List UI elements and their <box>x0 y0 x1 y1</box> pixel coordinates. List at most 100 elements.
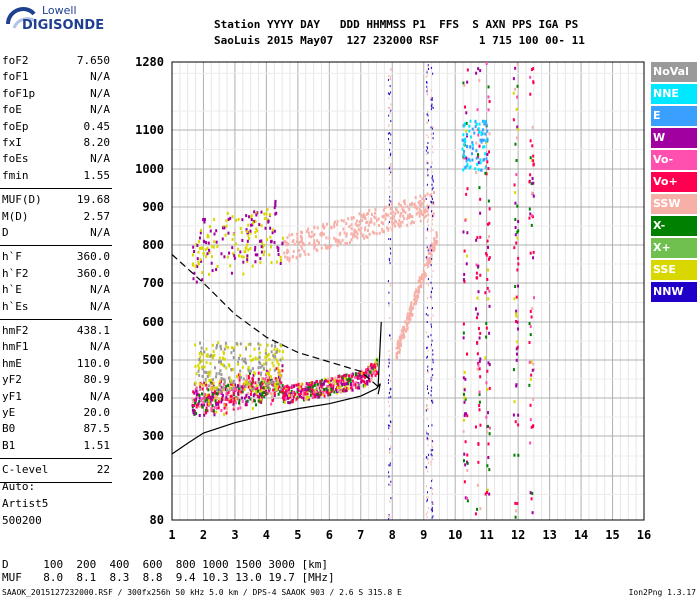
echo-point <box>462 168 465 172</box>
muf-d-values: 100 200 400 600 800 1000 1500 3000 [km] <box>30 558 329 571</box>
echo-point <box>365 212 368 216</box>
echo-point <box>260 239 263 243</box>
echo-point <box>332 389 335 393</box>
echo-point <box>270 402 273 406</box>
echo-point <box>352 381 355 385</box>
echo-point <box>475 171 478 175</box>
echo-point <box>430 294 432 297</box>
param-value: N/A <box>90 389 110 403</box>
echo-point <box>432 228 434 231</box>
echo-point <box>207 384 210 388</box>
echo-point <box>306 382 309 386</box>
echo-point <box>275 260 278 264</box>
echo-point <box>529 418 532 422</box>
echo-point <box>231 383 234 387</box>
echo-point <box>432 502 434 505</box>
echo-point <box>313 238 316 242</box>
echo-point <box>466 453 469 457</box>
echo-point <box>281 236 284 240</box>
echo-point <box>372 367 375 371</box>
echo-point <box>237 254 240 258</box>
echo-point <box>296 232 299 236</box>
echo-point <box>225 391 228 395</box>
echo-point <box>476 483 479 487</box>
echo-point <box>388 114 390 117</box>
echo-point <box>477 133 480 137</box>
echo-point <box>366 235 369 239</box>
echo-point <box>390 395 392 398</box>
echo-point <box>339 379 342 383</box>
echo-point <box>389 226 391 229</box>
param-value: N/A <box>90 226 110 239</box>
echo-point <box>267 370 270 374</box>
echo-point <box>197 402 200 406</box>
echo-point <box>476 162 479 166</box>
echo-point <box>388 414 390 417</box>
echo-point <box>416 296 419 300</box>
echo-point <box>203 403 206 407</box>
echo-point <box>530 158 533 162</box>
param-value: N/A <box>90 299 110 313</box>
echo-point <box>389 170 391 173</box>
echo-point <box>431 177 433 180</box>
echo-point <box>231 387 234 391</box>
echo-point <box>322 223 325 227</box>
echo-point <box>263 395 266 399</box>
echo-point <box>262 243 265 247</box>
echo-point <box>252 373 255 377</box>
echo-point <box>390 171 392 174</box>
echo-point <box>323 387 326 391</box>
echo-point <box>463 280 466 284</box>
echo-point <box>356 224 359 228</box>
echo-point <box>427 93 429 96</box>
echo-point <box>328 245 331 249</box>
echo-point <box>237 362 240 366</box>
echo-point <box>344 379 347 383</box>
echo-point <box>357 386 360 390</box>
echo-point <box>409 306 412 310</box>
echo-point <box>430 323 432 326</box>
echo-point <box>389 262 391 265</box>
echo-point <box>516 352 519 356</box>
y-tick-label: 1000 <box>135 162 164 176</box>
echo-point <box>488 331 491 335</box>
echo-point <box>222 352 225 356</box>
echo-point <box>425 197 427 200</box>
echo-point <box>298 385 301 389</box>
echo-point <box>528 341 531 345</box>
echo-point <box>261 386 264 390</box>
echo-point <box>487 455 490 459</box>
echo-point <box>430 379 432 382</box>
param-name: yF2 <box>2 373 22 387</box>
param-name: M(D) <box>2 209 29 223</box>
echo-point <box>432 151 434 154</box>
echo-point <box>373 222 376 226</box>
echo-point <box>247 392 250 396</box>
echo-point <box>198 394 201 398</box>
echo-point <box>478 79 481 83</box>
echo-point <box>275 379 278 383</box>
echo-point <box>351 388 354 392</box>
echo-point <box>528 322 531 326</box>
echo-point <box>230 394 233 398</box>
echo-point <box>300 244 303 248</box>
echo-point <box>252 385 255 389</box>
param-row: foE N/A <box>0 103 110 119</box>
echo-point <box>432 212 435 216</box>
echo-point <box>273 240 276 244</box>
echo-point <box>311 396 314 400</box>
solid-profile-curve <box>171 383 381 455</box>
echo-point <box>431 424 433 427</box>
echo-point <box>389 411 391 414</box>
param-row: fmin 1.55 <box>0 169 110 185</box>
echo-point <box>431 368 433 371</box>
echo-point <box>390 252 392 255</box>
echo-point <box>477 153 480 157</box>
param-name: yE <box>2 406 16 419</box>
echo-point <box>303 243 306 247</box>
echo-point <box>278 385 281 389</box>
echo-point <box>388 123 390 126</box>
echo-point <box>232 346 235 350</box>
param-name: fxI <box>2 136 22 149</box>
